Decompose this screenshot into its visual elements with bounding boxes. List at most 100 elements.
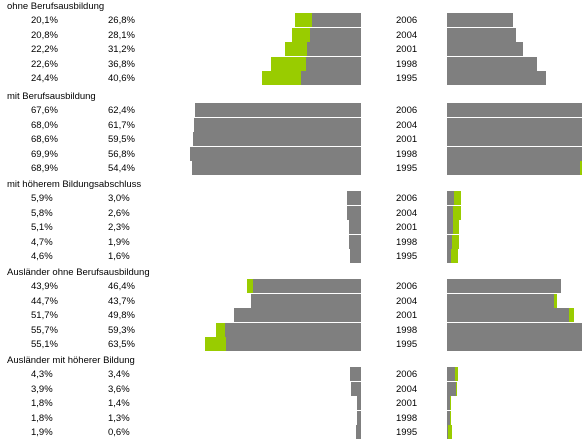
- bar-right-excess: [455, 367, 458, 381]
- bar-right: [447, 220, 453, 234]
- year-label: 2001: [396, 134, 418, 145]
- bar-right-excess: [448, 425, 452, 439]
- group-title: Ausländer mit höherer Bildung: [7, 355, 135, 366]
- bar-left: [305, 56, 361, 71]
- value-label-col1: 43,9%: [31, 281, 58, 292]
- bar-right: [447, 425, 449, 439]
- value-label-col1: 69,9%: [31, 148, 58, 160]
- value-label-col1: 22,6%: [31, 58, 58, 70]
- value-label-col2: 62,4%: [108, 105, 135, 116]
- value-label-col2: 2,6%: [108, 207, 130, 219]
- bar-right-excess: [455, 381, 457, 396]
- bar-right: [447, 27, 516, 42]
- value-label-col1: 44,7%: [31, 295, 58, 307]
- year-label: 1995: [396, 427, 418, 438]
- year-label: 1998: [396, 412, 418, 424]
- value-label-col1: 5,1%: [31, 222, 53, 233]
- value-label-col1: 4,3%: [31, 369, 53, 380]
- bar-left: [253, 279, 361, 293]
- value-label-col2: 56,8%: [108, 148, 135, 160]
- bar-left: [356, 396, 361, 410]
- value-label-col2: 43,7%: [108, 295, 135, 307]
- value-label-col2: 49,8%: [108, 310, 135, 321]
- value-label-col1: 68,9%: [31, 163, 58, 174]
- year-label: 2006: [396, 105, 418, 116]
- bar-right: [447, 42, 524, 56]
- bar-left: [251, 293, 361, 308]
- value-label-col2: 59,5%: [108, 134, 135, 145]
- bar-right-excess: [454, 191, 462, 205]
- value-label-col2: 1,9%: [108, 236, 130, 248]
- year-label: 2004: [396, 383, 418, 395]
- value-label-col2: 1,3%: [108, 412, 130, 424]
- bar-left: [350, 367, 361, 381]
- year-label: 2004: [396, 29, 418, 41]
- bar-left-excess: [215, 322, 225, 337]
- value-label-col1: 22,2%: [31, 44, 58, 55]
- bar-left-excess: [295, 13, 312, 27]
- year-label: 2001: [396, 222, 418, 233]
- group-title: ohne Berufsausbildung: [7, 1, 105, 12]
- bar-left: [349, 234, 361, 249]
- bar-left: [346, 191, 361, 205]
- value-label-col2: 46,4%: [108, 281, 135, 292]
- value-label-col2: 2,3%: [108, 222, 130, 233]
- bar-left-excess: [292, 27, 311, 42]
- year-label: 2004: [396, 119, 418, 131]
- value-label-col1: 4,6%: [31, 251, 53, 262]
- bar-left: [356, 425, 361, 439]
- year-label: 1995: [396, 251, 418, 262]
- year-label: 2006: [396, 15, 418, 26]
- value-label-col1: 1,9%: [31, 427, 53, 438]
- bar-left: [301, 71, 361, 85]
- bar-left: [194, 117, 361, 132]
- bar-left: [306, 42, 361, 56]
- bar-right: [447, 249, 451, 263]
- bar-left-excess: [247, 279, 254, 293]
- value-label-col1: 20,8%: [31, 29, 58, 41]
- value-label-col1: 5,9%: [31, 193, 53, 204]
- value-label-col2: 3,4%: [108, 369, 130, 380]
- bar-right-excess: [450, 249, 459, 263]
- bar-right: [447, 205, 454, 220]
- value-label-col1: 55,7%: [31, 324, 58, 336]
- value-label-col2: 59,3%: [108, 324, 135, 336]
- year-label: 1998: [396, 324, 418, 336]
- year-label: 2001: [396, 398, 418, 409]
- bar-right: [447, 103, 582, 117]
- year-label: 1995: [396, 163, 418, 174]
- bar-left: [349, 249, 361, 263]
- value-label-col1: 68,0%: [31, 119, 58, 131]
- bar-left: [226, 337, 361, 351]
- value-label-col2: 63,5%: [108, 339, 135, 350]
- value-label-col2: 36,8%: [108, 58, 135, 70]
- bar-left: [234, 308, 361, 322]
- value-label-col1: 5,8%: [31, 207, 53, 219]
- value-label-col2: 3,6%: [108, 383, 130, 395]
- value-label-col2: 0,6%: [108, 427, 130, 438]
- bar-left-excess: [261, 71, 302, 85]
- bar-left: [192, 132, 361, 146]
- year-label: 2006: [396, 193, 418, 204]
- bar-right: [447, 117, 582, 132]
- year-label: 2001: [396, 310, 418, 321]
- value-label-col1: 3,9%: [31, 383, 53, 395]
- bar-right: [447, 337, 582, 351]
- bar-left-excess: [205, 337, 226, 351]
- bar-right: [447, 132, 582, 146]
- bar-right: [447, 396, 451, 410]
- bar-left: [192, 161, 361, 175]
- bar-right: [447, 56, 538, 71]
- group-title: mit höherem Bildungsabschluss: [7, 179, 142, 190]
- bar-right: [447, 161, 581, 175]
- bar-right: [447, 71, 547, 85]
- year-label: 1995: [396, 73, 418, 84]
- bar-right-excess: [450, 396, 452, 410]
- bar-left: [356, 410, 361, 425]
- year-label: 1998: [396, 236, 418, 248]
- bar-right: [447, 293, 555, 308]
- bar-left: [195, 103, 361, 117]
- bar-right: [447, 146, 582, 161]
- bar-right: [447, 279, 561, 293]
